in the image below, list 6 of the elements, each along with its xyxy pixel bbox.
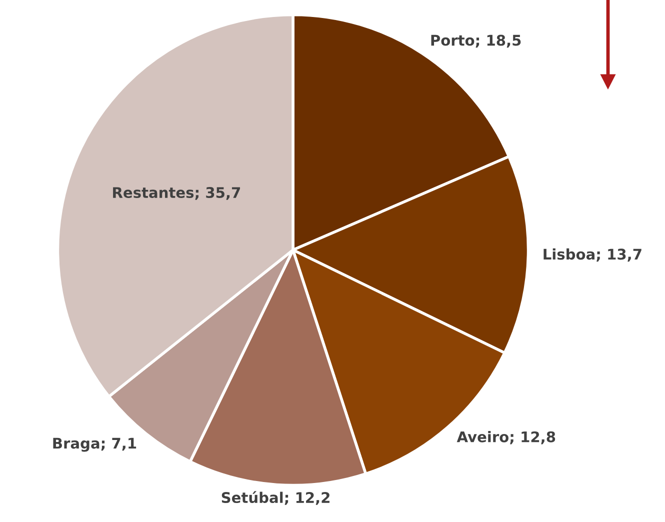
slice-label: Porto; 18,5 (431, 34, 521, 48)
slice-label: Braga; 7,1 (53, 438, 136, 452)
slice-label: Restantes; 35,7 (113, 187, 240, 200)
slice-label: Aveiro; 12,8 (456, 431, 556, 444)
slice-label: Setúbal; 12,2 (222, 491, 330, 505)
slice-label: Lisboa; 13,7 (544, 248, 642, 262)
